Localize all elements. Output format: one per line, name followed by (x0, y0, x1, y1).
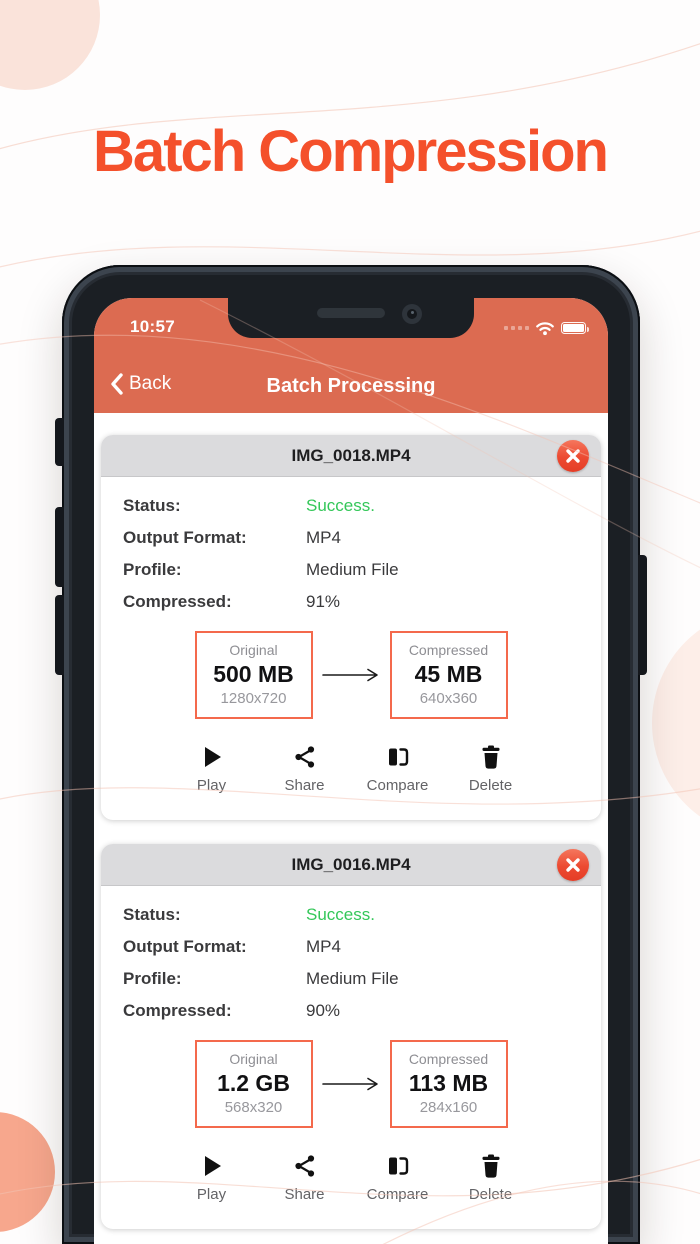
original-resolution: 1280x720 (220, 690, 287, 707)
close-button[interactable] (557, 849, 589, 881)
compressed-value: 91% (306, 592, 341, 611)
phone-mockup: 10:57 Back Batch Pr (55, 265, 647, 1244)
mute-switch (55, 418, 64, 466)
status-label: Status: (123, 496, 181, 515)
compressed-value: 90% (306, 1001, 341, 1020)
status-row: Status: Success. (123, 496, 579, 516)
status-value: Success. (306, 905, 375, 924)
share-icon (294, 746, 314, 768)
phone-notch (228, 298, 474, 338)
output-format-label: Output Format: (123, 528, 247, 547)
nav-title: Batch Processing (266, 375, 436, 397)
volume-up-button (55, 507, 64, 587)
profile-value: Medium File (306, 969, 399, 988)
play-icon (204, 1156, 221, 1176)
compressed-title: Compressed (408, 1051, 489, 1067)
decor-circle-topleft (0, 0, 100, 90)
power-button (638, 555, 647, 675)
compressed-resolution: 640x360 (419, 690, 478, 707)
decor-circle-bottomleft (0, 1112, 55, 1232)
status-icons (504, 320, 589, 336)
action-row: Play Share (123, 1154, 579, 1203)
file-card-header: IMG_0016.MP4 (101, 844, 601, 886)
share-button[interactable]: Share (274, 745, 336, 794)
status-time: 10:57 (130, 317, 175, 336)
output-format-value: MP4 (306, 528, 341, 547)
chevron-left-icon (111, 373, 123, 395)
status-label: Status: (123, 905, 181, 924)
compressed-label: Compressed: (123, 1001, 232, 1020)
back-button[interactable]: Back (110, 373, 171, 395)
speaker-slot (317, 308, 385, 318)
profile-label: Profile: (123, 560, 182, 579)
compressed-size-box: Compressed 113 MB 284x160 (389, 1040, 508, 1128)
trash-icon (482, 745, 499, 769)
output-format-value: MP4 (306, 937, 341, 956)
wifi-icon (536, 322, 554, 336)
compressed-size: 45 MB (414, 661, 483, 687)
cellular-icon (504, 326, 529, 330)
original-size: 500 MB (213, 661, 294, 687)
arrow-right-icon (322, 1077, 378, 1091)
size-comparison: Original 1.2 GB 568x320 Compressed 113 M… (123, 1040, 579, 1128)
output-format-row: Output Format: MP4 (123, 528, 579, 548)
size-comparison: Original 500 MB 1280x720 Compressed 45 M… (123, 631, 579, 719)
delete-button[interactable]: Delete (460, 745, 522, 794)
play-icon (204, 747, 221, 767)
close-icon (566, 449, 580, 463)
volume-down-button (55, 595, 64, 675)
decor-circle-right (652, 608, 700, 838)
file-card: IMG_0018.MP4 Status: Success. Output For… (101, 435, 601, 820)
compare-button[interactable]: Compare (367, 745, 429, 794)
compare-button[interactable]: Compare (367, 1154, 429, 1203)
phone-screen: 10:57 Back Batch Pr (94, 298, 608, 1244)
back-label: Back (129, 373, 172, 394)
action-row: Play Share (123, 745, 579, 794)
share-button[interactable]: Share (274, 1154, 336, 1203)
output-format-label: Output Format: (123, 937, 247, 956)
compressed-row: Compressed: 91% (123, 592, 579, 612)
status-row: Status: Success. (123, 905, 579, 925)
nav-bar: Back Batch Processing (94, 373, 608, 399)
original-resolution: 568x320 (224, 1099, 283, 1116)
file-card-body: Status: Success. Output Format: MP4 Prof… (101, 886, 601, 1229)
output-format-row: Output Format: MP4 (123, 937, 579, 957)
compressed-title: Compressed (408, 642, 489, 658)
file-name: IMG_0016.MP4 (291, 855, 411, 874)
front-camera (402, 304, 422, 324)
original-size: 1.2 GB (217, 1070, 290, 1096)
profile-label: Profile: (123, 969, 182, 988)
trash-icon (482, 1154, 499, 1178)
compare-icon (388, 748, 408, 766)
battery-icon (561, 322, 589, 334)
original-size-box: Original 500 MB 1280x720 (194, 631, 313, 719)
compressed-row: Compressed: 90% (123, 1001, 579, 1021)
file-name: IMG_0018.MP4 (291, 446, 411, 465)
close-button[interactable] (557, 440, 589, 472)
profile-value: Medium File (306, 560, 399, 579)
delete-button[interactable]: Delete (460, 1154, 522, 1203)
close-icon (566, 858, 580, 872)
file-card: IMG_0016.MP4 Status: Success. Output For… (101, 844, 601, 1229)
original-title: Original (229, 642, 278, 658)
arrow-right-icon (322, 668, 378, 682)
compressed-resolution: 284x160 (419, 1099, 478, 1116)
profile-row: Profile: Medium File (123, 560, 579, 580)
share-icon (294, 1155, 314, 1177)
page-title: Batch Compression (93, 119, 609, 184)
status-value: Success. (306, 496, 375, 515)
play-button[interactable]: Play (181, 1154, 243, 1203)
compressed-label: Compressed: (123, 592, 232, 611)
compare-icon (388, 1157, 408, 1175)
profile-row: Profile: Medium File (123, 969, 579, 989)
compressed-size-box: Compressed 45 MB 640x360 (389, 631, 508, 719)
original-size-box: Original 1.2 GB 568x320 (194, 1040, 313, 1128)
file-card-header: IMG_0018.MP4 (101, 435, 601, 477)
file-card-body: Status: Success. Output Format: MP4 Prof… (101, 477, 601, 820)
original-title: Original (229, 1051, 278, 1067)
play-button[interactable]: Play (181, 745, 243, 794)
compressed-size: 113 MB (408, 1070, 489, 1096)
